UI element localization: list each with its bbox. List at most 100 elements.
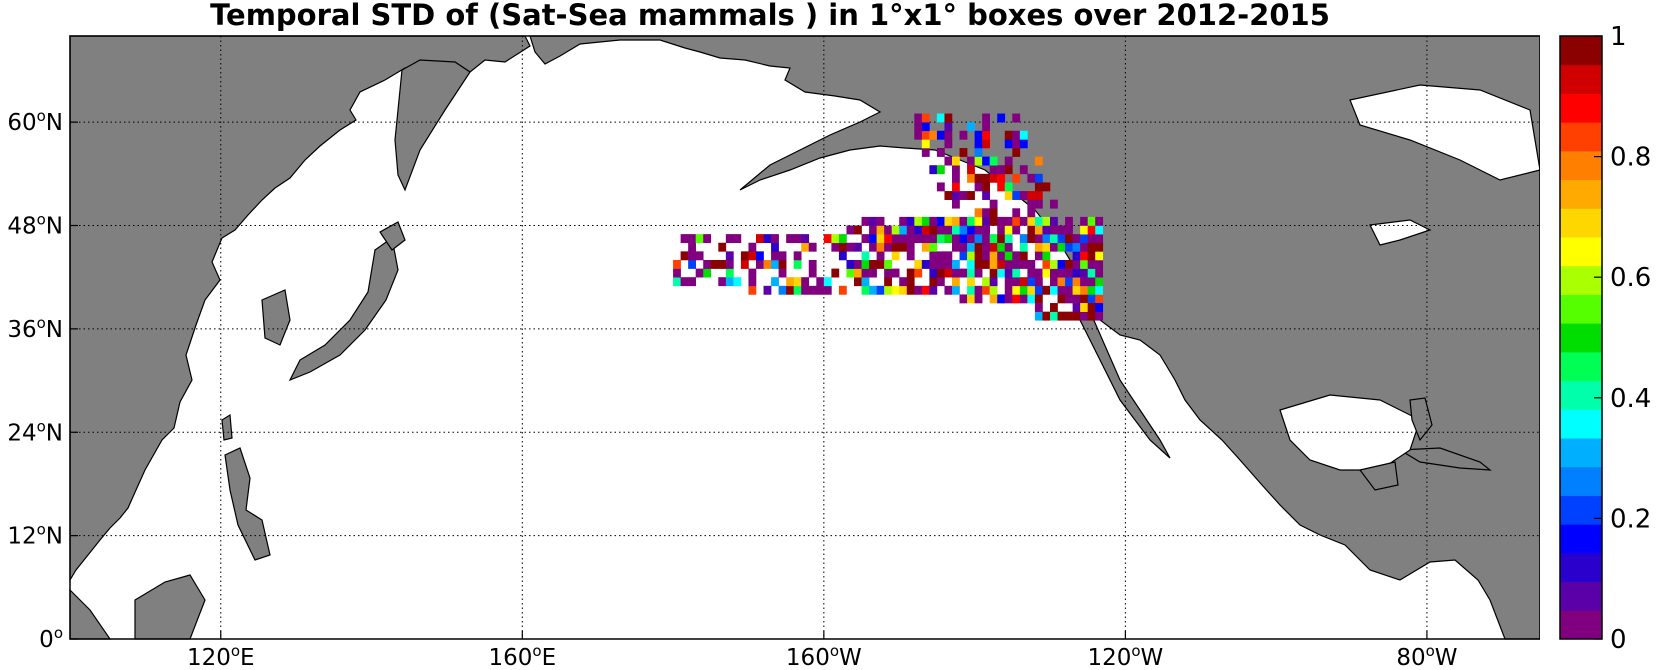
- heatmap-cell: [944, 225, 953, 235]
- heatmap-cell: [1034, 216, 1043, 226]
- heatmap-cell: [1012, 139, 1021, 149]
- heatmap-cell: [771, 242, 779, 252]
- heatmap-cell: [688, 251, 696, 261]
- heatmap-cell: [1080, 251, 1088, 261]
- heatmap-cell: [899, 242, 908, 252]
- heatmap-cell: [1004, 225, 1013, 235]
- heatmap-cell: [846, 268, 855, 278]
- heatmap-cell: [1087, 225, 1096, 235]
- y-tick-label: 60oN: [7, 107, 63, 136]
- heatmap-cell: [1072, 294, 1081, 304]
- heatmap-cell: [1087, 234, 1096, 244]
- heatmap-cell: [1027, 199, 1036, 209]
- heatmap-cell: [786, 277, 794, 287]
- heatmap-cell: [793, 251, 802, 261]
- colorbar-tick-label: 0.8: [1610, 143, 1651, 173]
- colorbar-swatches: [1560, 36, 1602, 640]
- land-taiwan: [221, 413, 233, 441]
- y-tick-label: 0o: [39, 624, 63, 653]
- heatmap-cell: [997, 225, 1006, 235]
- heatmap-cell: [1057, 225, 1066, 235]
- heatmap-cell: [936, 216, 945, 226]
- heatmap-cell: [740, 259, 749, 269]
- colorbar-tick-label: 1: [1610, 22, 1627, 52]
- gulf-of-mexico: [1279, 394, 1421, 471]
- heatmap-cell: [1034, 156, 1043, 166]
- colorbar-swatch: [1560, 351, 1602, 382]
- heatmap-cell: [982, 285, 990, 295]
- colorbar-swatch: [1560, 438, 1602, 468]
- heatmap-cell: [959, 191, 968, 200]
- heatmap-cell: [921, 285, 930, 295]
- heatmap-cell: [929, 251, 938, 261]
- heatmap-cell: [997, 234, 1006, 244]
- heatmap-cell: [952, 259, 960, 269]
- heatmap-cell: [967, 234, 975, 244]
- heatmap-cell: [688, 259, 696, 269]
- heatmap-cell: [695, 251, 704, 261]
- heatmap-cell: [861, 259, 870, 269]
- heatmap-cell: [869, 216, 877, 226]
- heatmap-cell: [1027, 225, 1036, 235]
- heatmap-cell: [808, 268, 817, 278]
- heatmap-cell: [959, 225, 968, 235]
- heatmap-cell: [921, 259, 930, 269]
- heatmap-cell: [869, 285, 877, 295]
- heatmap-cell: [1027, 208, 1036, 218]
- heatmap-cell: [831, 268, 840, 278]
- heatmap-cell: [952, 216, 960, 226]
- heatmap-cell: [929, 234, 938, 244]
- heatmap-cell: [936, 225, 945, 235]
- heatmap-cell: [1050, 234, 1058, 244]
- heatmap-cell: [1034, 311, 1043, 321]
- heatmap-cell: [1087, 277, 1096, 287]
- heatmap-cell: [861, 234, 870, 244]
- colorbar-swatch: [1560, 150, 1602, 181]
- heatmap-cell: [959, 216, 968, 226]
- heatmap-cell: [967, 294, 975, 304]
- map: 120oE 160oE 160oW 120oW 80oW 0o 12oN 24oN 36oN 4…: [7, 35, 1540, 670]
- heatmap-cell: [854, 259, 862, 269]
- heatmap-cell: [1087, 294, 1096, 304]
- heatmap-cell: [1087, 242, 1096, 252]
- heatmap-cell: [936, 268, 945, 278]
- colorbar-swatch: [1560, 36, 1602, 66]
- heatmap-cell: [1004, 182, 1013, 192]
- heatmap-cell: [1034, 303, 1043, 312]
- heatmap-cell: [1019, 285, 1028, 295]
- x-tick-label: 80oW: [1396, 642, 1457, 670]
- land-korea: [261, 289, 291, 346]
- heatmap-cell: [959, 268, 968, 278]
- x-tick-label: 120oE: [187, 642, 255, 670]
- heatmap-cell: [921, 216, 930, 226]
- heatmap-cell: [756, 259, 764, 269]
- heatmap-cell: [1004, 242, 1013, 252]
- heatmap-cell: [673, 277, 681, 287]
- heatmap-cell: [823, 234, 832, 244]
- heatmap-cell: [1004, 251, 1013, 261]
- heatmap-cell: [974, 139, 983, 149]
- heatmap-cell: [869, 242, 877, 252]
- heatmap-cell: [982, 122, 990, 132]
- heatmap-cell: [869, 225, 877, 235]
- heatmap-cell: [725, 268, 734, 278]
- heatmap-cell: [1042, 285, 1051, 295]
- heatmap-cell: [1004, 268, 1013, 278]
- heatmap-cell: [1095, 277, 1104, 287]
- heatmap-cell: [989, 285, 998, 295]
- heatmap-cell: [1019, 242, 1028, 252]
- heatmap-cell: [1057, 268, 1066, 278]
- heatmap-cell: [1027, 216, 1036, 226]
- colorbar-tick-label: 0.2: [1610, 504, 1651, 534]
- colorbar-tick-label: 0.6: [1610, 263, 1651, 293]
- heatmap-cell: [1012, 285, 1021, 295]
- heatmap-cell: [793, 234, 802, 244]
- heatmap-cell: [823, 277, 832, 287]
- heatmap-cell: [838, 234, 847, 244]
- heatmap-cell: [1080, 285, 1088, 295]
- heatmap-cell: [756, 251, 764, 261]
- heatmap-cell: [906, 225, 915, 235]
- heatmap-cell: [884, 268, 892, 278]
- colorbar-swatch: [1560, 380, 1602, 410]
- heatmap-cell: [1012, 259, 1021, 269]
